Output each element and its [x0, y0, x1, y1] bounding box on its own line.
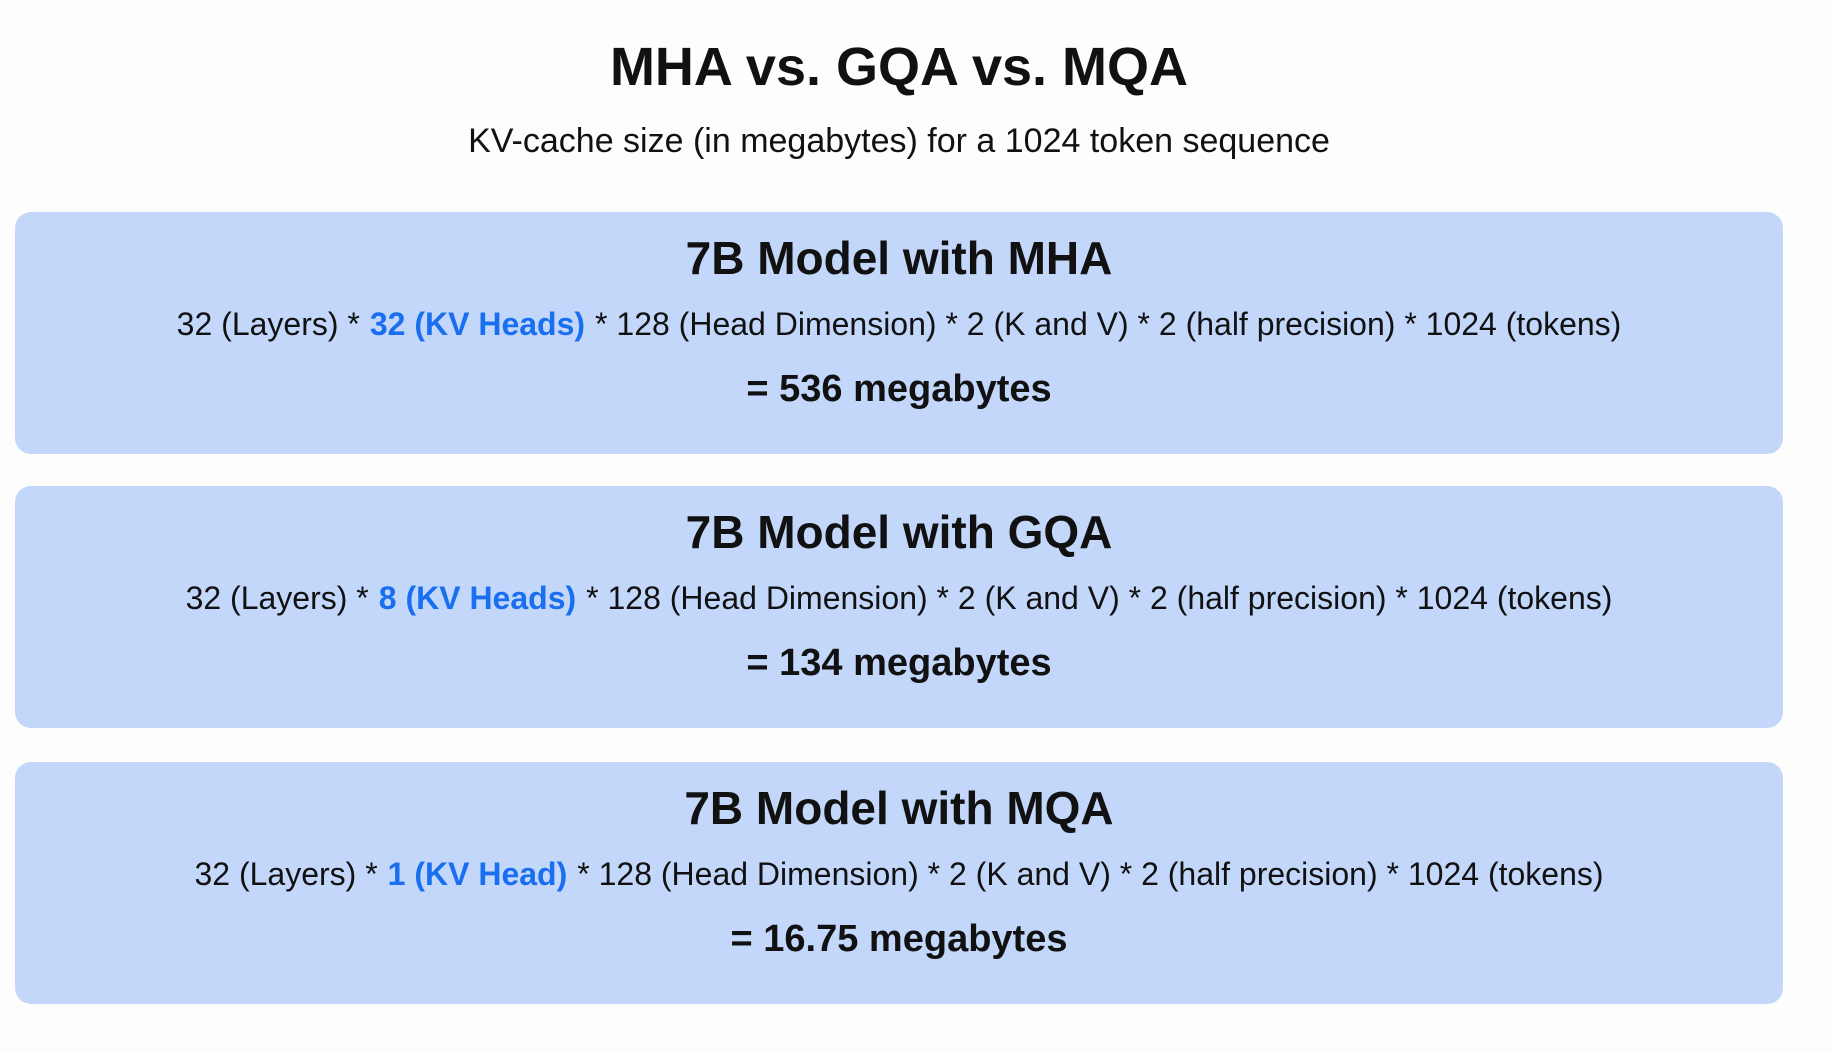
formula-suffix: * 128 (Head Dimension) * 2 (K and V) * 2… [586, 580, 1613, 616]
formula-suffix: * 128 (Head Dimension) * 2 (K and V) * 2… [577, 856, 1604, 892]
result: = 16.75 megabytes [730, 918, 1068, 960]
formula-prefix: 32 (Layers) * [185, 580, 369, 616]
formula-prefix: 32 (Layers) * [176, 306, 360, 342]
card-title: 7B Model with GQA [685, 506, 1113, 558]
formula: 32 (Layers) * 8 (KV Heads) * 128 (Head Dim… [15, 578, 1783, 618]
formula: 32 (Layers) * 32 (KV Heads) * 128 (Head Di… [15, 304, 1783, 344]
result: = 134 megabytes [746, 642, 1052, 684]
formula: 32 (Layers) * 1 (KV Head) * 128 (Head Dime… [15, 854, 1783, 894]
card: 7B Model with GQA 32 (Layers) * 8 (KV Head… [15, 486, 1783, 728]
formula-highlight: 1 (KV Head) [387, 856, 568, 892]
card: 7B Model with MHA 32 (Layers) * 32 (KV Hea… [15, 212, 1783, 454]
subtitle: KV-cache size (in megabytes) for a 1024 … [468, 122, 1330, 160]
formula-highlight: 8 (KV Heads) [378, 580, 577, 616]
card-title: 7B Model with MHA [685, 232, 1113, 284]
title: MHA vs. GQA vs. MQA [609, 37, 1189, 97]
formula-suffix: * 128 (Head Dimension) * 2 (K and V) * 2… [595, 306, 1622, 342]
formula-prefix: 32 (Layers) * [194, 856, 378, 892]
result: = 536 megabytes [746, 368, 1052, 410]
card: 7B Model with MQA 32 (Layers) * 1 (KV Head… [15, 762, 1783, 1004]
formula-highlight: 32 (KV Heads) [369, 306, 586, 342]
card-title: 7B Model with MQA [684, 782, 1114, 834]
